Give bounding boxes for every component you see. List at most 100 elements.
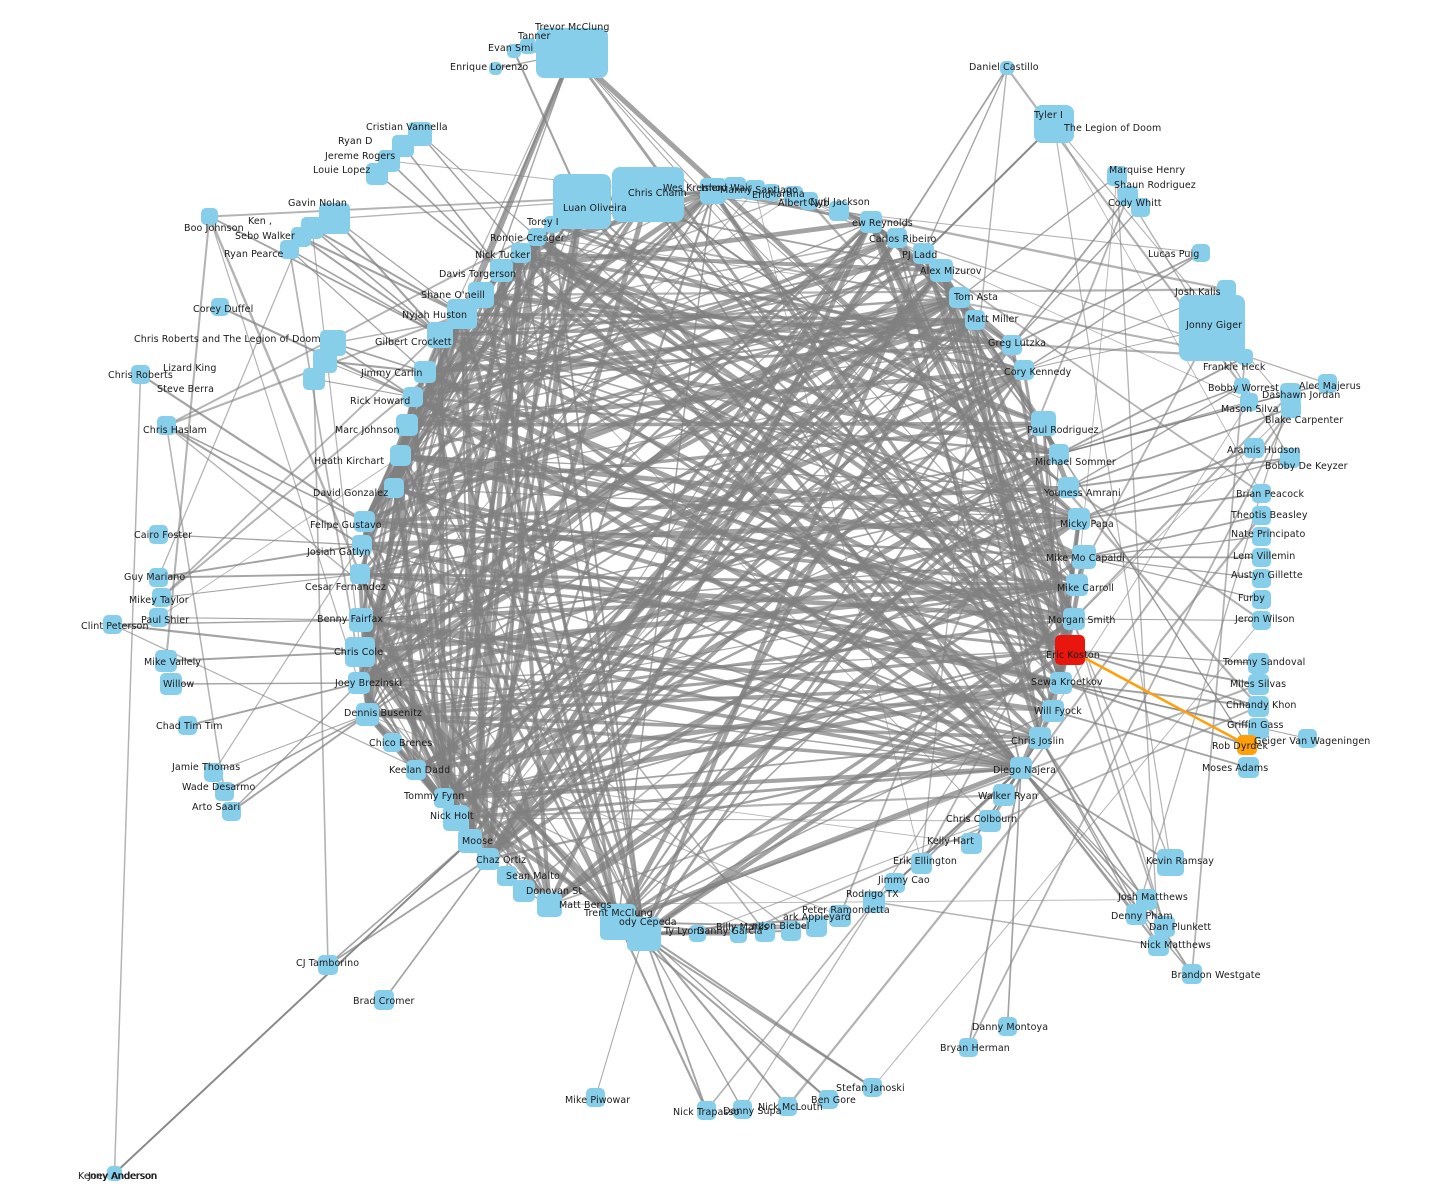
- graph-node-lucas-puig[interactable]: [1192, 244, 1210, 262]
- graph-node-frankie-heck[interactable]: [1237, 349, 1253, 365]
- graph-node-moses-adams[interactable]: [1238, 757, 1259, 778]
- graph-node-mason-silva[interactable]: [1240, 393, 1258, 411]
- graph-node-cody-whitt[interactable]: [1131, 198, 1150, 217]
- graph-node-torey-pudwill[interactable]: [544, 216, 561, 233]
- graph-node-austyn-gillette[interactable]: [1252, 569, 1271, 588]
- graph-node-stefan-janoski[interactable]: [863, 1078, 882, 1097]
- graph-node-chad-tim-tim[interactable]: [178, 716, 197, 735]
- graph-node-david-gonzalez[interactable]: [384, 478, 404, 498]
- graph-node-nick-matthews[interactable]: [1148, 935, 1169, 956]
- graph-node-brandon-westgate[interactable]: [1182, 964, 1202, 984]
- graph-node-chris-colbourn[interactable]: [979, 810, 1001, 832]
- graph-node-ryan-pearce[interactable]: [280, 240, 299, 259]
- graph-node-mike-vallely[interactable]: [155, 650, 177, 672]
- graph-node-gilbert-crockett[interactable]: [427, 322, 453, 348]
- graph-node-will-fyock[interactable]: [1042, 700, 1064, 722]
- graph-node-micky-papa[interactable]: [1068, 508, 1090, 530]
- graph-node-chico-brenes[interactable]: [383, 733, 402, 752]
- graph-node-theotis-beasley[interactable]: [1252, 506, 1271, 525]
- graph-node-tom-asta[interactable]: [949, 287, 970, 308]
- graph-node-rodrigo-tx[interactable]: [863, 891, 885, 913]
- graph-node-joey-brezinski[interactable]: [348, 672, 370, 694]
- graph-node-mikey-taylor[interactable]: [152, 588, 171, 607]
- graph-node-danny-garcia[interactable]: [730, 926, 747, 943]
- graph-node-carlos-ribeiro[interactable]: [887, 228, 907, 248]
- graph-node-paul-shier[interactable]: [149, 608, 168, 627]
- graph-node-legion-of-doom[interactable]: [1034, 105, 1074, 143]
- graph-node-brian-peacock[interactable]: [1252, 484, 1271, 503]
- graph-node-mike-carroll[interactable]: [1066, 574, 1088, 596]
- graph-node-matt-bergen[interactable]: [537, 892, 562, 917]
- graph-node-dennis-busenitz[interactable]: [356, 703, 379, 726]
- graph-node-jamie-thomas[interactable]: [204, 763, 223, 782]
- graph-node-andrew-reynolds[interactable]: [860, 211, 882, 233]
- graph-node-manny-santiago[interactable]: [745, 180, 765, 200]
- graph-node-heath-kirchart[interactable]: [390, 445, 411, 466]
- graph-node-nate-principato[interactable]: [1252, 527, 1271, 546]
- graph-node-clint-peterson[interactable]: [103, 615, 122, 634]
- graph-node-keelan-dadd[interactable]: [406, 760, 426, 780]
- graph-node-eric-koston[interactable]: [1055, 635, 1085, 665]
- graph-node-erik-ellington[interactable]: [911, 853, 932, 874]
- graph-node-trevor-mcclung[interactable]: [536, 28, 608, 78]
- graph-node-lem-villemin[interactable]: [1252, 548, 1271, 567]
- graph-node-nick-holt[interactable]: [443, 805, 469, 831]
- graph-node-marc-johnson[interactable]: [396, 414, 418, 436]
- graph-node-matt-miller[interactable]: [965, 310, 985, 330]
- graph-node-tanner[interactable]: [520, 38, 536, 54]
- graph-node-chris-cole[interactable]: [345, 637, 375, 667]
- graph-node-bobby-de-keyzer[interactable]: [1280, 448, 1300, 468]
- graph-node-youness-amrani[interactable]: [1058, 477, 1079, 498]
- graph-node-chris-joslin[interactable]: [1029, 727, 1051, 749]
- graph-node-geiger-van-wageningen[interactable]: [1298, 729, 1317, 748]
- graph-node-ty-lyons[interactable]: [689, 925, 706, 942]
- graph-node-sean-malto[interactable]: [497, 866, 517, 886]
- graph-node-jeron-wilson[interactable]: [1252, 611, 1271, 630]
- graph-node-chhandy-khon[interactable]: [1248, 696, 1269, 717]
- graph-node-albert-nyberg[interactable]: [800, 192, 818, 210]
- graph-node-jimmy-carlin[interactable]: [414, 361, 436, 383]
- graph-node-bryan-herman[interactable]: [959, 1038, 978, 1057]
- graph-node-louie-lopez[interactable]: [366, 163, 388, 185]
- graph-node-kevin-ramsay[interactable]: [1157, 849, 1184, 876]
- graph-node-gavin-nolan[interactable]: [319, 203, 350, 234]
- graph-node-rick-howard[interactable]: [403, 387, 423, 407]
- graph-node-brad-cromer[interactable]: [374, 990, 394, 1010]
- graph-node-tommy-fynn[interactable]: [434, 788, 454, 808]
- graph-node-blake-carpenter[interactable]: [1281, 398, 1301, 418]
- graph-node-josiah-gatlyn[interactable]: [352, 535, 372, 555]
- graph-node-furby[interactable]: [1252, 590, 1271, 609]
- graph-node-benny-fairfax[interactable]: [349, 608, 373, 632]
- graph-node-brandon-biebel[interactable]: [781, 921, 801, 941]
- graph-node-mike-mo-capaldi[interactable]: [1072, 545, 1096, 569]
- graph-node-peter-ramondetta[interactable]: [829, 905, 851, 927]
- graph-node-felipe-gustavo[interactable]: [354, 511, 375, 532]
- graph-node-kelly-hart[interactable]: [961, 833, 982, 854]
- graph-node-enrique-lorenzo[interactable]: [489, 62, 502, 75]
- graph-node-denny-pham[interactable]: [1126, 904, 1147, 925]
- graph-node-griffin-gass[interactable]: [1248, 718, 1269, 739]
- graph-node-pj-ladd[interactable]: [913, 243, 934, 264]
- graph-node-donovan-st[interactable]: [513, 880, 535, 902]
- graph-node-josh-kalis[interactable]: [1217, 280, 1236, 299]
- graph-node-miles-silvas[interactable]: [1248, 674, 1269, 695]
- graph-node-rob-dyrdek[interactable]: [1237, 735, 1257, 755]
- graph-node-cairo-foster[interactable]: [149, 525, 168, 544]
- graph-node-cesar-fernandez[interactable]: [350, 564, 370, 584]
- graph-node-daniel-castillo[interactable]: [1000, 61, 1014, 75]
- graph-node-eric-martinez[interactable]: [763, 184, 780, 201]
- graph-node-danny-supa[interactable]: [733, 1100, 752, 1119]
- graph-node-mike-piwowar[interactable]: [586, 1088, 605, 1107]
- graph-node-nick-trapasso[interactable]: [697, 1101, 716, 1120]
- graph-node-bobby-worrest[interactable]: [1234, 378, 1250, 394]
- graph-node-chris-roberts[interactable]: [131, 365, 150, 384]
- graph-node-mark-appleyard[interactable]: [806, 916, 827, 937]
- graph-node-chaz-ortiz[interactable]: [477, 848, 499, 870]
- graph-node-nick-tucker[interactable]: [511, 243, 531, 263]
- graph-node-cj-tamborino[interactable]: [318, 955, 338, 975]
- graph-node-billy-marks[interactable]: [755, 922, 775, 942]
- graph-node-aramis-hudson[interactable]: [1244, 438, 1264, 458]
- graph-node-wes-kremer[interactable]: [700, 178, 726, 204]
- graph-node-alex-mizurov[interactable]: [930, 259, 953, 282]
- graph-node-guy-mariano[interactable]: [149, 568, 168, 587]
